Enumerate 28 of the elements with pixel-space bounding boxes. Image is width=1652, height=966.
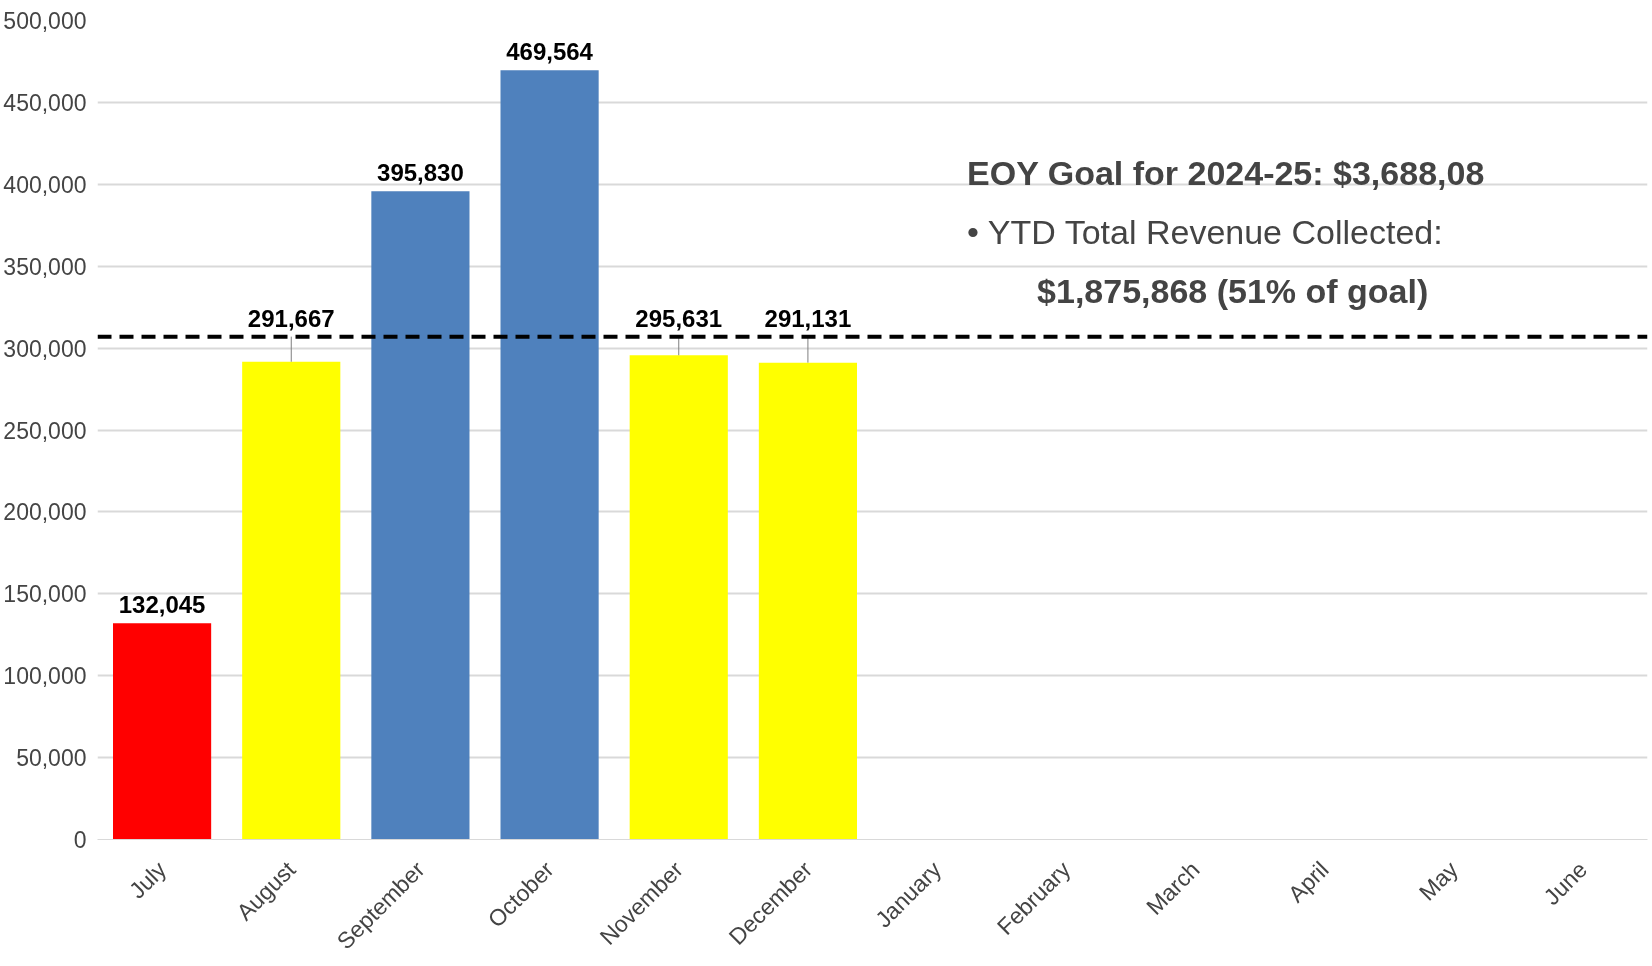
y-tick-label: 200,000 <box>3 499 87 526</box>
x-tick-label: July <box>123 855 172 904</box>
bar <box>758 362 857 840</box>
y-tick-label: 300,000 <box>3 335 87 362</box>
bar <box>371 191 470 840</box>
x-tick-label: May <box>1413 855 1464 906</box>
y-tick-label: 450,000 <box>3 89 87 116</box>
y-tick-label: 350,000 <box>3 253 87 280</box>
data-label: 469,564 <box>506 38 594 66</box>
bar <box>242 361 341 840</box>
annotation: $1,875,868 (51% of goal) <box>1037 272 1429 311</box>
data-label: 395,830 <box>377 159 464 187</box>
y-tick-label: 100,000 <box>3 663 87 690</box>
annotation: EOY Goal for 2024-25: $3,688,08 <box>967 154 1485 193</box>
y-tick-label: 500,000 <box>3 8 87 34</box>
y-tick-label: 250,000 <box>3 417 87 444</box>
bar <box>113 623 212 840</box>
y-tick-label: 150,000 <box>3 581 87 608</box>
data-label: 291,667 <box>247 304 335 332</box>
data-label: 291,131 <box>764 304 852 332</box>
data-label: 295,631 <box>635 304 723 332</box>
y-tick-label: 400,000 <box>3 171 87 198</box>
y-tick-label: 0 <box>73 827 87 853</box>
data-label: 132,045 <box>118 591 206 619</box>
annotation: • YTD Total Revenue Collected: <box>967 213 1443 252</box>
bar <box>500 70 599 840</box>
bar <box>629 355 728 840</box>
y-tick-label: 50,000 <box>16 745 87 772</box>
